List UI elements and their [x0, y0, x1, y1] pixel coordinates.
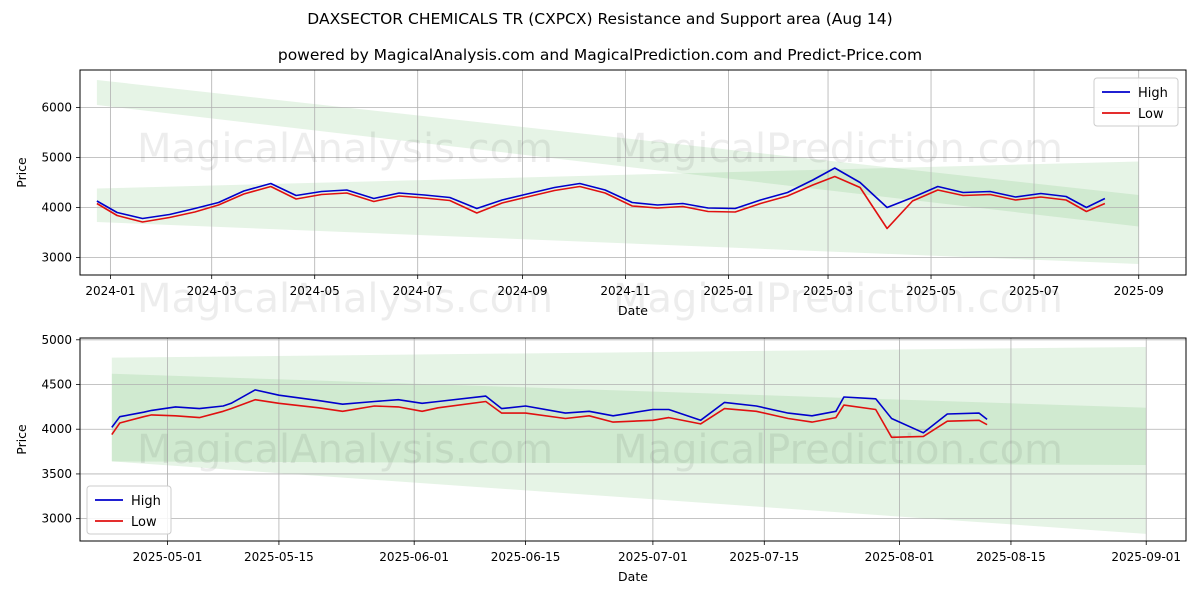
legend-box — [1093, 77, 1179, 127]
plot-frame — [79, 337, 1187, 542]
watermark-text: MagicalAnalysis.com — [137, 126, 553, 172]
watermark-text: MagicalPrediction.com — [613, 126, 1063, 172]
legend-label-high: High — [1138, 86, 1168, 101]
x-tick-label: 2025-05-01 — [133, 550, 203, 564]
y-tick-label: 3000 — [41, 251, 72, 265]
y-tick-label: 4000 — [41, 201, 72, 215]
band-support-2 — [111, 346, 1147, 534]
x-tick-label: 2024-03 — [187, 284, 237, 298]
y-tick-label: 4000 — [41, 422, 72, 436]
x-tick-label: 2025-07-01 — [618, 550, 688, 564]
x-tick-label: 2024-09 — [497, 284, 547, 298]
legend-label-low: Low — [1138, 107, 1164, 122]
y-axis-label: Price — [14, 157, 29, 188]
y-tick-label: 3000 — [41, 512, 72, 526]
y-axis-label: Price — [14, 424, 29, 455]
x-tick-label: 2025-08-15 — [976, 550, 1046, 564]
x-axis-label: Date — [618, 303, 648, 318]
watermark-text: MagicalAnalysis.com — [137, 276, 553, 322]
y-tick-label: 3500 — [41, 467, 72, 481]
band-support-1 — [96, 161, 1139, 264]
x-tick-label: 2025-01 — [703, 284, 753, 298]
x-tick-label: 2024-07 — [393, 284, 443, 298]
series-line-high — [111, 389, 988, 434]
y-tick-label: 6000 — [41, 101, 72, 115]
legend: High Low — [1093, 77, 1179, 127]
x-tick-label: 2025-07 — [1009, 284, 1059, 298]
x-tick-label: 2024-01 — [85, 284, 135, 298]
band-resistance-2 — [111, 373, 1147, 465]
legend-box — [86, 485, 172, 535]
x-tick-label: 2025-08-01 — [865, 550, 935, 564]
x-axis-label: Date — [618, 569, 648, 584]
series-line-high — [96, 167, 1106, 220]
legend: High Low — [86, 485, 172, 535]
x-tick-label: 2025-05-15 — [244, 550, 314, 564]
y-tick-label: 4500 — [41, 378, 72, 392]
legend-label-high: High — [131, 494, 161, 509]
watermark-text: MagicalPrediction.com — [613, 276, 1063, 322]
plot-frame — [79, 69, 1187, 276]
legend-label-low: Low — [131, 515, 157, 530]
chart-panel-1: 2024-01 2024-03 2024-05 2024-07 2024-09 2024-… — [14, 69, 1187, 322]
x-tick-label: 2025-03 — [803, 284, 853, 298]
y-tick-label: 5000 — [41, 333, 72, 347]
x-tick-label: 2025-06-15 — [491, 550, 561, 564]
x-tick-label: 2024-11 — [600, 284, 650, 298]
x-tick-label: 2025-07-15 — [729, 550, 799, 564]
x-tick-label: 2025-09 — [1114, 284, 1164, 298]
watermark-text: MagicalPrediction.com — [613, 427, 1063, 473]
band-resistance-1 — [96, 80, 1139, 227]
chart-title: DAXSECTOR CHEMICALS TR (CXPCX) Resistanc… — [307, 10, 893, 28]
x-tick-label: 2025-06-01 — [379, 550, 449, 564]
x-tick-label: 2025-09-01 — [1111, 550, 1181, 564]
x-tick-label: 2024-05 — [290, 284, 340, 298]
watermark-text: MagicalAnalysis.com — [137, 427, 553, 473]
y-tick-label: 5000 — [41, 151, 72, 165]
chart-subtitle: powered by MagicalAnalysis.com and Magic… — [277, 46, 923, 64]
series-line-low — [96, 175, 1106, 230]
series-line-low — [111, 398, 988, 439]
x-tick-label: 2025-05 — [906, 284, 956, 298]
chart-panel-2: 2025-05-01 2025-05-15 2025-06-01 2025-06-15… — [14, 333, 1187, 584]
